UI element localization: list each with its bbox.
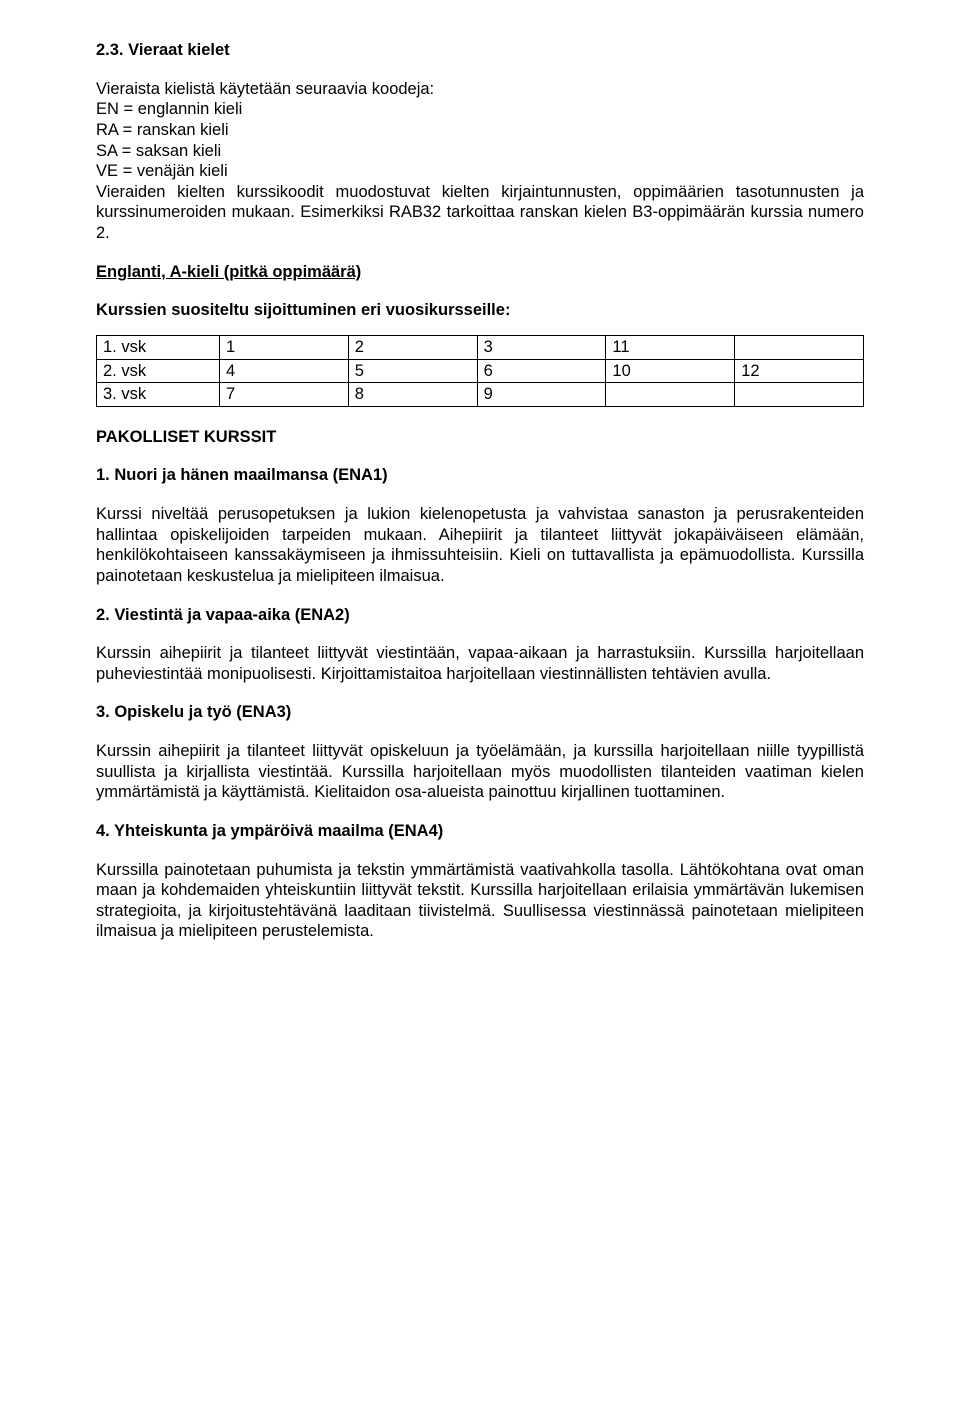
table-row: 1. vsk 1 2 3 11: [97, 335, 864, 359]
row3-label: 3. vsk: [97, 383, 220, 407]
row3-c1: 7: [220, 383, 349, 407]
row2-c4: 10: [606, 359, 735, 383]
page-root: 2.3. Vieraat kielet Vieraista kielistä k…: [0, 0, 960, 1412]
course3-body: Kurssin aihepiirit ja tilanteet liittyvä…: [96, 741, 864, 803]
row1-c4: 11: [606, 335, 735, 359]
row3-c3: 9: [477, 383, 606, 407]
course1-body: Kurssi niveltää perusopetuksen ja lukion…: [96, 504, 864, 587]
pakolliset-heading: PAKOLLISET KURSSIT: [96, 427, 864, 448]
row1-c1: 1: [220, 335, 349, 359]
englanti-heading: Englanti, A-kieli (pitkä oppimäärä): [96, 262, 864, 283]
row1-label: 1. vsk: [97, 335, 220, 359]
row1-c2: 2: [348, 335, 477, 359]
intro-block: Vieraista kielistä käytetään seuraavia k…: [96, 79, 864, 244]
course2-title: 2. Viestintä ja vapaa-aika (ENA2): [96, 605, 864, 626]
course4-title: 4. Yhteiskunta ja ympäröivä maailma (ENA…: [96, 821, 864, 842]
def-ra: RA = ranskan kieli: [96, 120, 864, 141]
row3-c2: 8: [348, 383, 477, 407]
course2-body: Kurssin aihepiirit ja tilanteet liittyvä…: [96, 643, 864, 684]
def-ve: VE = venäjän kieli: [96, 161, 864, 182]
row2-c3: 6: [477, 359, 606, 383]
course3-title: 3. Opiskelu ja työ (ENA3): [96, 702, 864, 723]
row2-c5: 12: [735, 359, 864, 383]
section-heading: 2.3. Vieraat kielet: [96, 40, 864, 61]
row3-c5: [735, 383, 864, 407]
row1-c5: [735, 335, 864, 359]
def-en: EN = englannin kieli: [96, 99, 864, 120]
intro-line1: Vieraista kielistä käytetään seuraavia k…: [96, 79, 864, 100]
row2-c2: 5: [348, 359, 477, 383]
table-caption: Kurssien suositeltu sijoittuminen eri vu…: [96, 300, 864, 321]
def-sa: SA = saksan kieli: [96, 141, 864, 162]
vsk-table: 1. vsk 1 2 3 11 2. vsk 4 5 6 10 12 3. vs…: [96, 335, 864, 407]
row2-label: 2. vsk: [97, 359, 220, 383]
row3-c4: [606, 383, 735, 407]
code-defs: EN = englannin kieli RA = ranskan kieli …: [96, 99, 864, 182]
intro-line2: Vieraiden kielten kurssikoodit muodostuv…: [96, 182, 864, 244]
row2-c1: 4: [220, 359, 349, 383]
table-row: 3. vsk 7 8 9: [97, 383, 864, 407]
course1-title: 1. Nuori ja hänen maailmansa (ENA1): [96, 465, 864, 486]
table-row: 2. vsk 4 5 6 10 12: [97, 359, 864, 383]
row1-c3: 3: [477, 335, 606, 359]
course4-body: Kurssilla painotetaan puhumista ja tekst…: [96, 860, 864, 943]
